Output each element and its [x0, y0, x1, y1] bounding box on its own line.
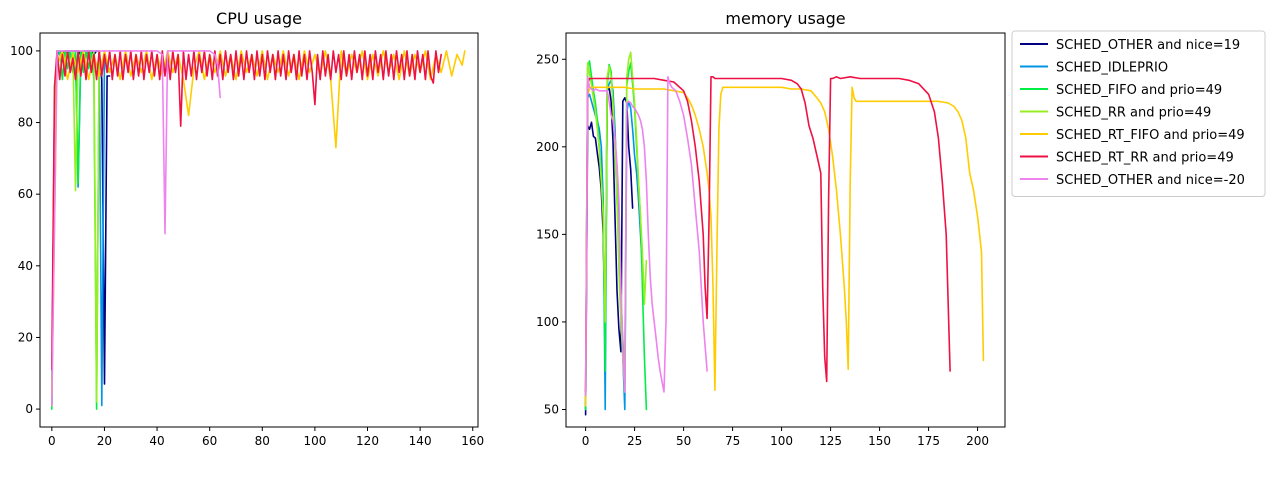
x-tick-label: 20: [97, 434, 112, 448]
legend-item-sched-fifo-and-prio-49: SCHED_FIFO and prio=49: [1020, 83, 1222, 98]
series-line-sched-rt-rr-and-prio-49: [584, 76, 951, 393]
legend-item-sched-idleprio: SCHED_IDLEPRIO: [1020, 61, 1168, 76]
x-tick-label: 175: [917, 434, 940, 448]
legend-item-sched-rt-fifo-and-prio-49: SCHED_RT_FIFO and prio=49: [1020, 128, 1245, 143]
legend-label: SCHED_OTHER and nice=-20: [1056, 173, 1245, 188]
legend-label: SCHED_IDLEPRIO: [1056, 61, 1168, 76]
y-tick-label: 100: [10, 44, 33, 58]
axes-frame: [565, 32, 1006, 428]
legend-label: SCHED_FIFO and prio=49: [1056, 83, 1222, 98]
x-tick-label: 0: [582, 434, 590, 448]
y-tick-label: 50: [544, 402, 559, 416]
legend-item-sched-other-and-nice-19: SCHED_OTHER and nice=19: [1020, 38, 1240, 53]
series-line-sched-other-and-nice-20: [50, 50, 221, 407]
memory-usage-chart: memory usage 0 25 50 75 100 125 150 175 200 50 100 1…: [536, 9, 1006, 448]
legend-label: SCHED_RT_FIFO and prio=49: [1056, 128, 1245, 143]
y-tick-label: 0: [25, 402, 33, 416]
y-tick-label: 80: [18, 116, 33, 130]
x-tick-label: 160: [461, 434, 484, 448]
x-tick-label: 140: [409, 434, 432, 448]
legend-label: SCHED_RT_RR and prio=49: [1056, 151, 1234, 166]
x-tick-label: 75: [725, 434, 740, 448]
x-tick-label: 200: [966, 434, 989, 448]
legend-label: SCHED_OTHER and nice=19: [1056, 38, 1240, 53]
series-line-sched-idleprio: [50, 50, 111, 407]
series-line-sched-other-and-nice-20: [584, 76, 708, 397]
axes-frame: [39, 32, 479, 428]
x-tick-label: 100: [303, 434, 326, 448]
legend-item-sched-rt-rr-and-prio-49: SCHED_RT_RR and prio=49: [1020, 151, 1234, 166]
y-tick-label: 250: [536, 52, 559, 66]
y-tick-label: 100: [536, 315, 559, 329]
x-tick-label: 100: [770, 434, 793, 448]
x-tick-label: 150: [868, 434, 891, 448]
cpu-usage-chart: CPU usage 0 20 40 60 80 100 120 140 160 0 20 40 60 80 1…: [10, 9, 484, 448]
series-line-sched-rr-and-prio-49: [584, 51, 648, 402]
series-line-sched-rt-fifo-and-prio-49: [50, 50, 466, 396]
x-tick-label: 80: [255, 434, 270, 448]
series-group: [584, 51, 985, 416]
series-line-sched-rt-fifo-and-prio-49: [584, 86, 985, 407]
series-line-sched-rt-rr-and-prio-49: [50, 50, 443, 371]
y-tick-label: 200: [536, 140, 559, 154]
x-tick-label: 60: [202, 434, 217, 448]
x-tick-label: 25: [627, 434, 642, 448]
y-tick-label: 40: [18, 259, 33, 273]
x-tick-label: 50: [676, 434, 691, 448]
legend-label: SCHED_RR and prio=49: [1056, 106, 1211, 121]
x-tick-label: 0: [48, 434, 56, 448]
chart-title: CPU usage: [216, 9, 302, 28]
x-tick-label: 120: [356, 434, 379, 448]
legend-frame: [1011, 30, 1266, 197]
legend-item-sched-other-and-nice-20: SCHED_OTHER and nice=-20: [1020, 173, 1245, 188]
y-tick-label: 60: [18, 187, 33, 201]
y-tick-label: 150: [536, 227, 559, 241]
legend: SCHED_OTHER and nice=19 SCHED_IDLEPRIO SCH…: [1011, 30, 1266, 197]
series-group: [50, 50, 466, 410]
y-tick-label: 20: [18, 330, 33, 344]
x-tick-label: 125: [819, 434, 842, 448]
x-tick-label: 40: [149, 434, 164, 448]
legend-item-sched-rr-and-prio-49: SCHED_RR and prio=49: [1020, 106, 1211, 121]
chart-title: memory usage: [725, 9, 845, 28]
